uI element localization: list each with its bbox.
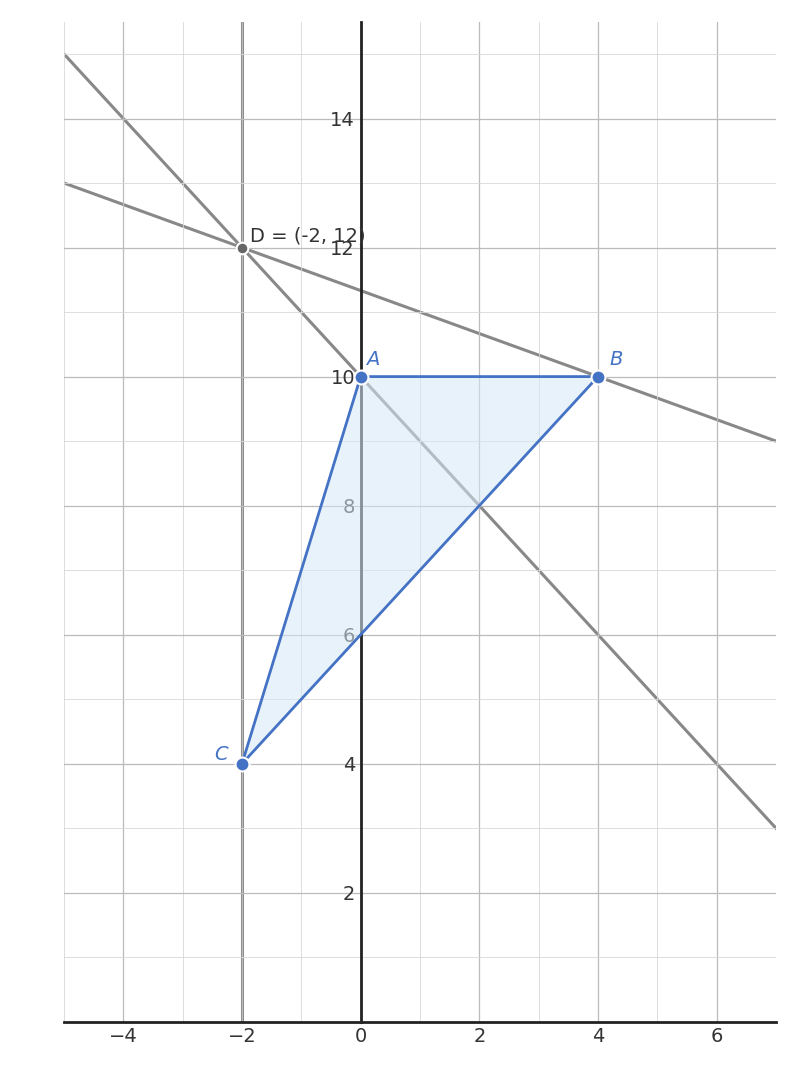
Text: B: B bbox=[609, 350, 622, 370]
Point bbox=[235, 239, 248, 257]
Point bbox=[354, 367, 367, 385]
Point bbox=[235, 755, 248, 773]
Text: C: C bbox=[214, 745, 228, 763]
Text: D = (-2, 12): D = (-2, 12) bbox=[250, 227, 366, 246]
Point bbox=[592, 367, 605, 385]
Polygon shape bbox=[242, 376, 598, 764]
Text: A: A bbox=[366, 350, 379, 370]
